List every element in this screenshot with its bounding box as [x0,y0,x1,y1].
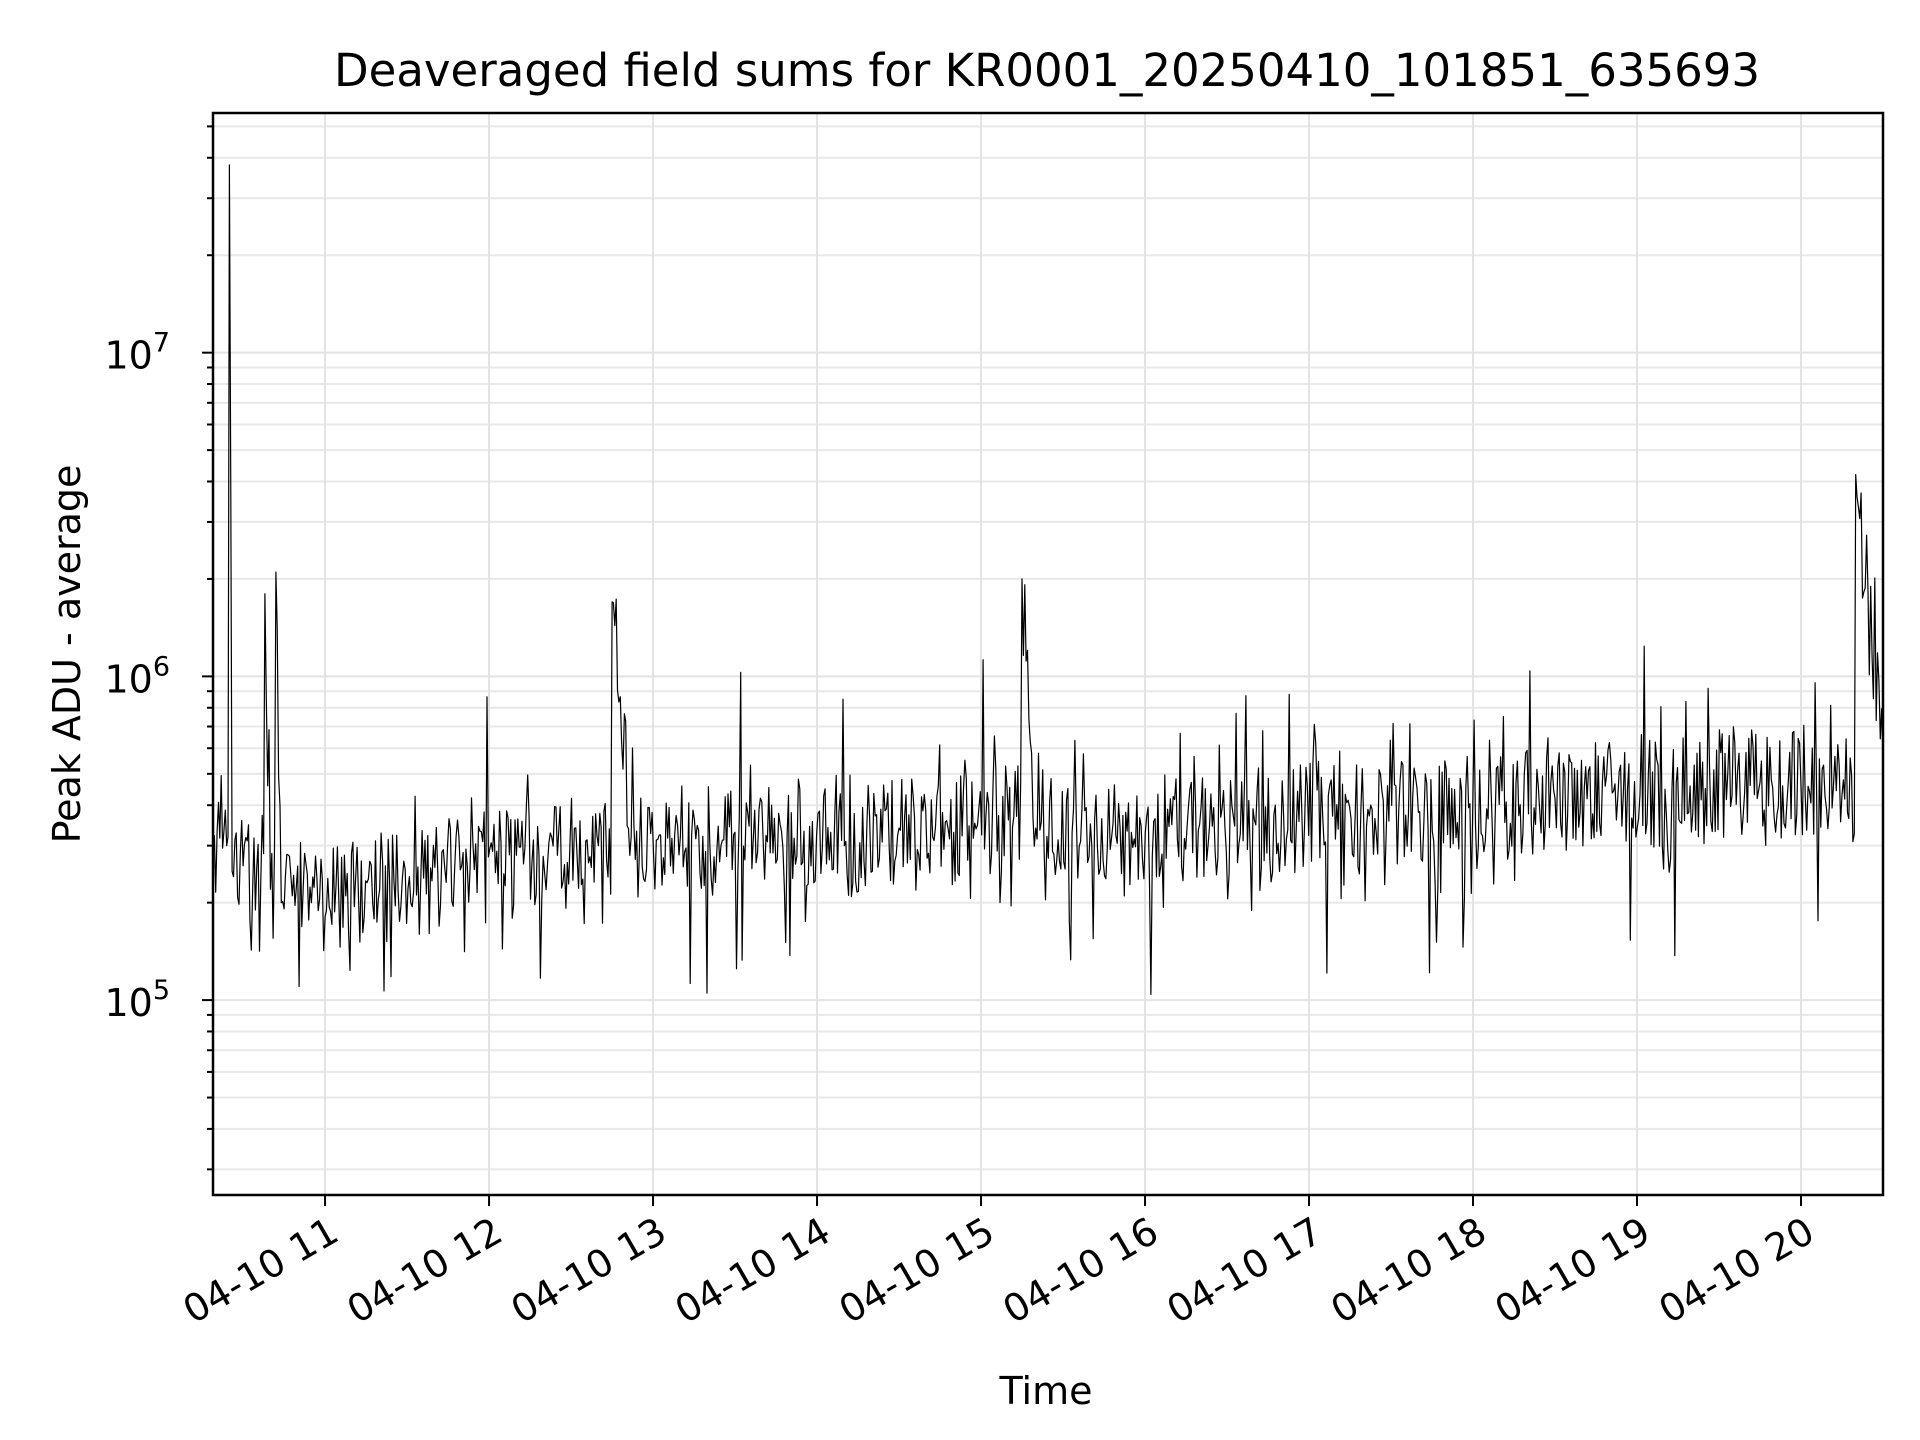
y-axis-label: Peak ADU - average [45,465,89,844]
series-line [212,164,1884,995]
x-axis-label: Time [999,1369,1093,1413]
x-tick-label: 04-10 17 [1160,1209,1330,1333]
y-tick-label: 106 [104,651,170,701]
plot-frame [211,111,1885,1197]
x-tick-label: 04-10 12 [340,1209,510,1333]
x-tick-label: 04-10 19 [1488,1209,1658,1333]
x-tick-label: 04-10 20 [1652,1209,1822,1333]
x-tick-label: 04-10 16 [996,1209,1166,1333]
x-tick-label: 04-10 14 [668,1209,838,1333]
x-tick-label: 04-10 18 [1324,1209,1494,1333]
x-tick-label: 04-10 13 [504,1209,674,1333]
x-tick-label: 04-10 11 [176,1209,346,1333]
grid [213,113,1883,1195]
y-tick-label: 105 [104,975,170,1025]
chart-title: Deaveraged field sums for KR0001_2025041… [334,44,1760,97]
y-tick-label: 107 [104,328,170,378]
x-tick-label: 04-10 15 [832,1209,1002,1333]
series-layer [212,164,1884,995]
